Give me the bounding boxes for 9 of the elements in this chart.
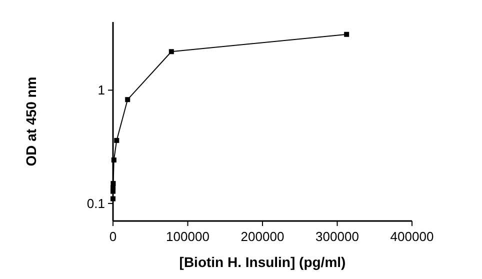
x-axis-title: [Biotin H. Insulin] (pg/ml) <box>179 254 346 270</box>
y-axis-title: OD at 450 nm <box>23 76 39 166</box>
y-tick-label: 0.1 <box>86 196 105 212</box>
x-tick-label: 200000 <box>240 229 284 244</box>
x-tick-label: 100000 <box>166 229 210 244</box>
x-tick-label: 400000 <box>390 229 434 244</box>
x-tick-label: 300000 <box>316 229 359 244</box>
x-tick-label: 0 <box>109 229 117 244</box>
y-tick-label: 1 <box>98 82 105 98</box>
